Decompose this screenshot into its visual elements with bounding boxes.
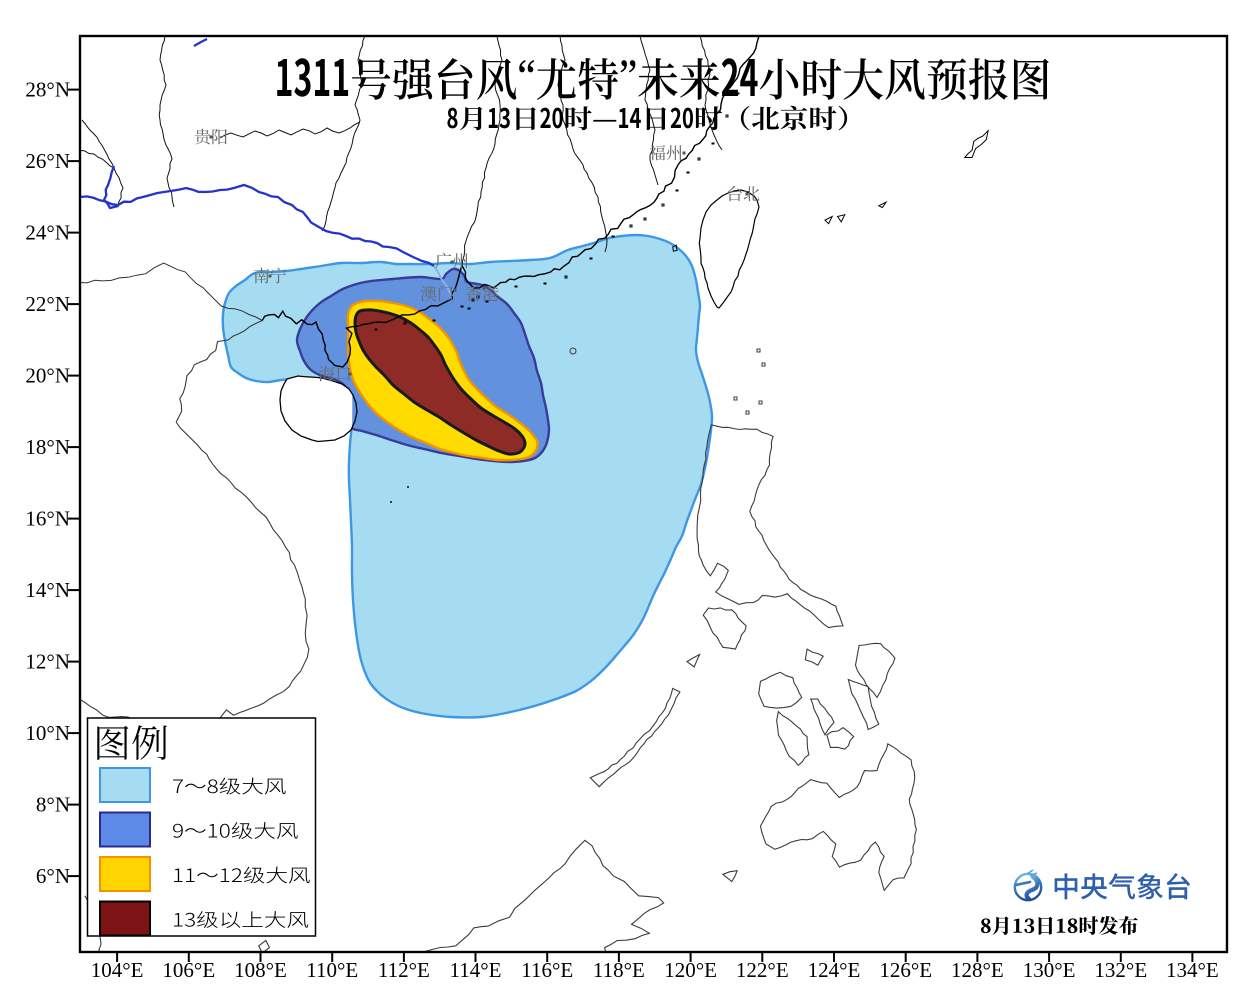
svg-text:22°N: 22°N: [25, 292, 70, 316]
svg-text:120°E: 120°E: [664, 958, 717, 982]
svg-text:110°E: 110°E: [306, 958, 358, 982]
svg-text:112°E: 112°E: [378, 958, 430, 982]
svg-text:126°E: 126°E: [879, 958, 932, 982]
svg-text:114°E: 114°E: [450, 958, 502, 982]
svg-text:130°E: 130°E: [1023, 958, 1076, 982]
svg-text:16°N: 16°N: [25, 507, 70, 531]
svg-text:134°E: 134°E: [1166, 958, 1219, 982]
svg-text:8°N: 8°N: [36, 793, 70, 817]
svg-text:128°E: 128°E: [951, 958, 1004, 982]
svg-text:6°N: 6°N: [36, 864, 70, 888]
svg-text:10°N: 10°N: [25, 721, 70, 745]
svg-text:104°E: 104°E: [91, 958, 144, 982]
svg-text:108°E: 108°E: [234, 958, 287, 982]
svg-text:14°N: 14°N: [25, 578, 70, 602]
svg-text:20°N: 20°N: [25, 364, 70, 388]
svg-text:118°E: 118°E: [593, 958, 645, 982]
svg-text:12°N: 12°N: [25, 650, 70, 674]
svg-text:106°E: 106°E: [162, 958, 215, 982]
svg-text:132°E: 132°E: [1094, 958, 1147, 982]
svg-text:18°N: 18°N: [25, 435, 70, 459]
svg-text:122°E: 122°E: [736, 958, 789, 982]
svg-text:24°N: 24°N: [25, 221, 70, 245]
svg-text:26°N: 26°N: [25, 149, 70, 173]
svg-text:124°E: 124°E: [808, 958, 861, 982]
svg-text:28°N: 28°N: [25, 78, 70, 102]
svg-text:116°E: 116°E: [521, 958, 573, 982]
